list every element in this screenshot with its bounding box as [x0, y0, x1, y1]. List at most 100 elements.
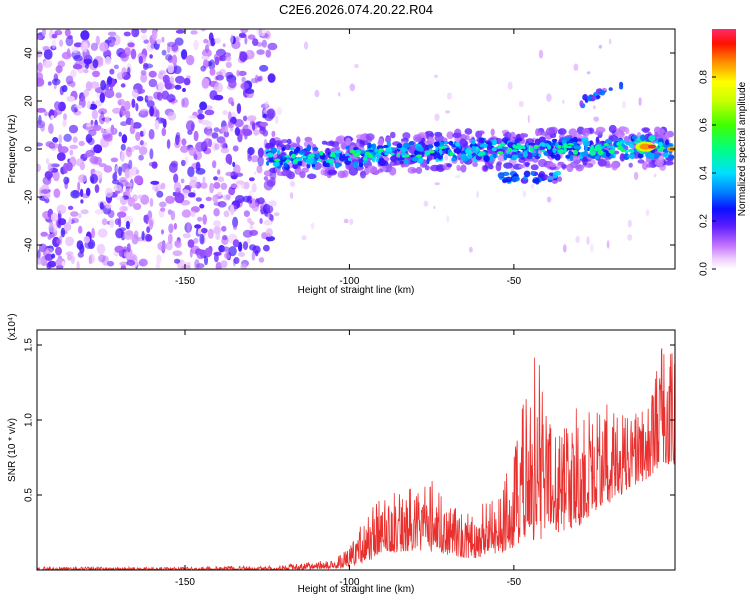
echo-core [390, 155, 398, 162]
noise-speckle [183, 77, 191, 86]
echo-core [552, 147, 557, 153]
echo-core [522, 151, 528, 158]
noise-speckle [80, 209, 89, 215]
noise-speckle [188, 192, 196, 198]
echo-core [624, 150, 629, 155]
noise-speckle [165, 195, 175, 204]
noise-speckle [120, 121, 128, 127]
echo-halo [663, 161, 674, 166]
noise-speckle [249, 199, 253, 204]
x-tick-label: -150 [175, 276, 195, 287]
noise-speckle [99, 42, 109, 52]
noise-speckle [268, 200, 277, 207]
echo-core [360, 150, 366, 155]
noise-speckle [267, 42, 278, 51]
noise-speckle [155, 186, 159, 193]
noise-speckle [160, 118, 165, 123]
noise-speckle [223, 210, 230, 218]
noise-speckle [138, 258, 148, 267]
echo-halo [556, 164, 562, 169]
echo-halo [358, 139, 365, 149]
noise-speckle [40, 231, 48, 237]
noise-speckle [246, 238, 251, 244]
noise-speckle [138, 154, 144, 161]
echo-bright [616, 141, 622, 147]
noise-speckle [113, 64, 119, 70]
noise-speckle [236, 69, 240, 77]
noise-speckle [148, 78, 158, 88]
echo-halo [424, 165, 430, 171]
noise-speckle [174, 258, 181, 264]
noise-speckle [47, 162, 53, 173]
noise-speckle [171, 54, 178, 66]
faint-speckle [627, 234, 633, 241]
echo-bright [378, 150, 382, 154]
noise-speckle [103, 165, 113, 173]
noise-speckle [83, 68, 89, 74]
noise-speckle [139, 146, 148, 156]
echo-core [584, 146, 588, 151]
noise-speckle [210, 37, 216, 47]
noise-speckle [115, 92, 122, 99]
faint-speckle [593, 116, 600, 122]
faint-speckle [586, 71, 591, 75]
echo-bright [396, 153, 400, 157]
noise-speckle [188, 115, 197, 120]
noise-speckle [262, 129, 269, 137]
noise-speckle [51, 33, 58, 39]
noise-speckle [259, 64, 269, 72]
x-tick-label: -100 [339, 276, 359, 287]
noise-speckle [82, 41, 88, 53]
noise-speckle [197, 113, 205, 120]
noise-speckle [92, 70, 100, 78]
echo-halo [296, 136, 301, 145]
noise-speckle [214, 56, 220, 66]
faint-speckle [254, 171, 257, 175]
echo-core [594, 155, 600, 160]
noise-speckle [215, 74, 224, 81]
noise-speckle [233, 164, 241, 174]
echo-core [650, 152, 655, 160]
noise-speckle [169, 76, 175, 85]
noise-speckle [140, 140, 144, 146]
faint-speckle [264, 100, 269, 108]
noise-speckle [125, 230, 134, 237]
noise-speckle [77, 213, 82, 219]
echo-core [416, 146, 424, 152]
noise-speckle [204, 247, 213, 258]
echo-halo [284, 144, 292, 151]
noise-speckle [61, 85, 68, 93]
noise-speckle [200, 65, 206, 72]
echo-halo [365, 133, 375, 141]
noise-speckle [37, 77, 45, 87]
noise-speckle [110, 157, 119, 163]
noise-speckle [77, 251, 84, 258]
noise-speckle [98, 163, 107, 168]
echo-bright [557, 149, 564, 153]
noise-speckle [132, 122, 142, 129]
noise-speckle [137, 194, 143, 200]
noise-speckle [142, 62, 149, 70]
y-tick-label: 40 [24, 47, 35, 59]
echo-halo [410, 148, 415, 156]
echo-bright [500, 142, 506, 147]
echo-halo [537, 158, 548, 168]
snr-series-line [37, 348, 675, 570]
noise-speckle [195, 141, 205, 152]
faint-speckle [444, 154, 449, 161]
noise-speckle [266, 108, 276, 120]
noise-speckle [99, 92, 106, 103]
noise-speckle [97, 228, 108, 238]
echo-halo [628, 162, 633, 168]
noise-speckle [55, 246, 62, 256]
noise-speckle [199, 233, 205, 245]
echo-core [637, 153, 644, 159]
echo-bright [598, 150, 604, 156]
echo-halo [303, 140, 314, 148]
echo-halo [625, 127, 630, 135]
echo-bright [319, 150, 324, 156]
noise-speckle [161, 127, 167, 137]
noise-speckle [135, 169, 140, 175]
faint-speckle [590, 243, 594, 253]
echo-bright [284, 154, 291, 158]
